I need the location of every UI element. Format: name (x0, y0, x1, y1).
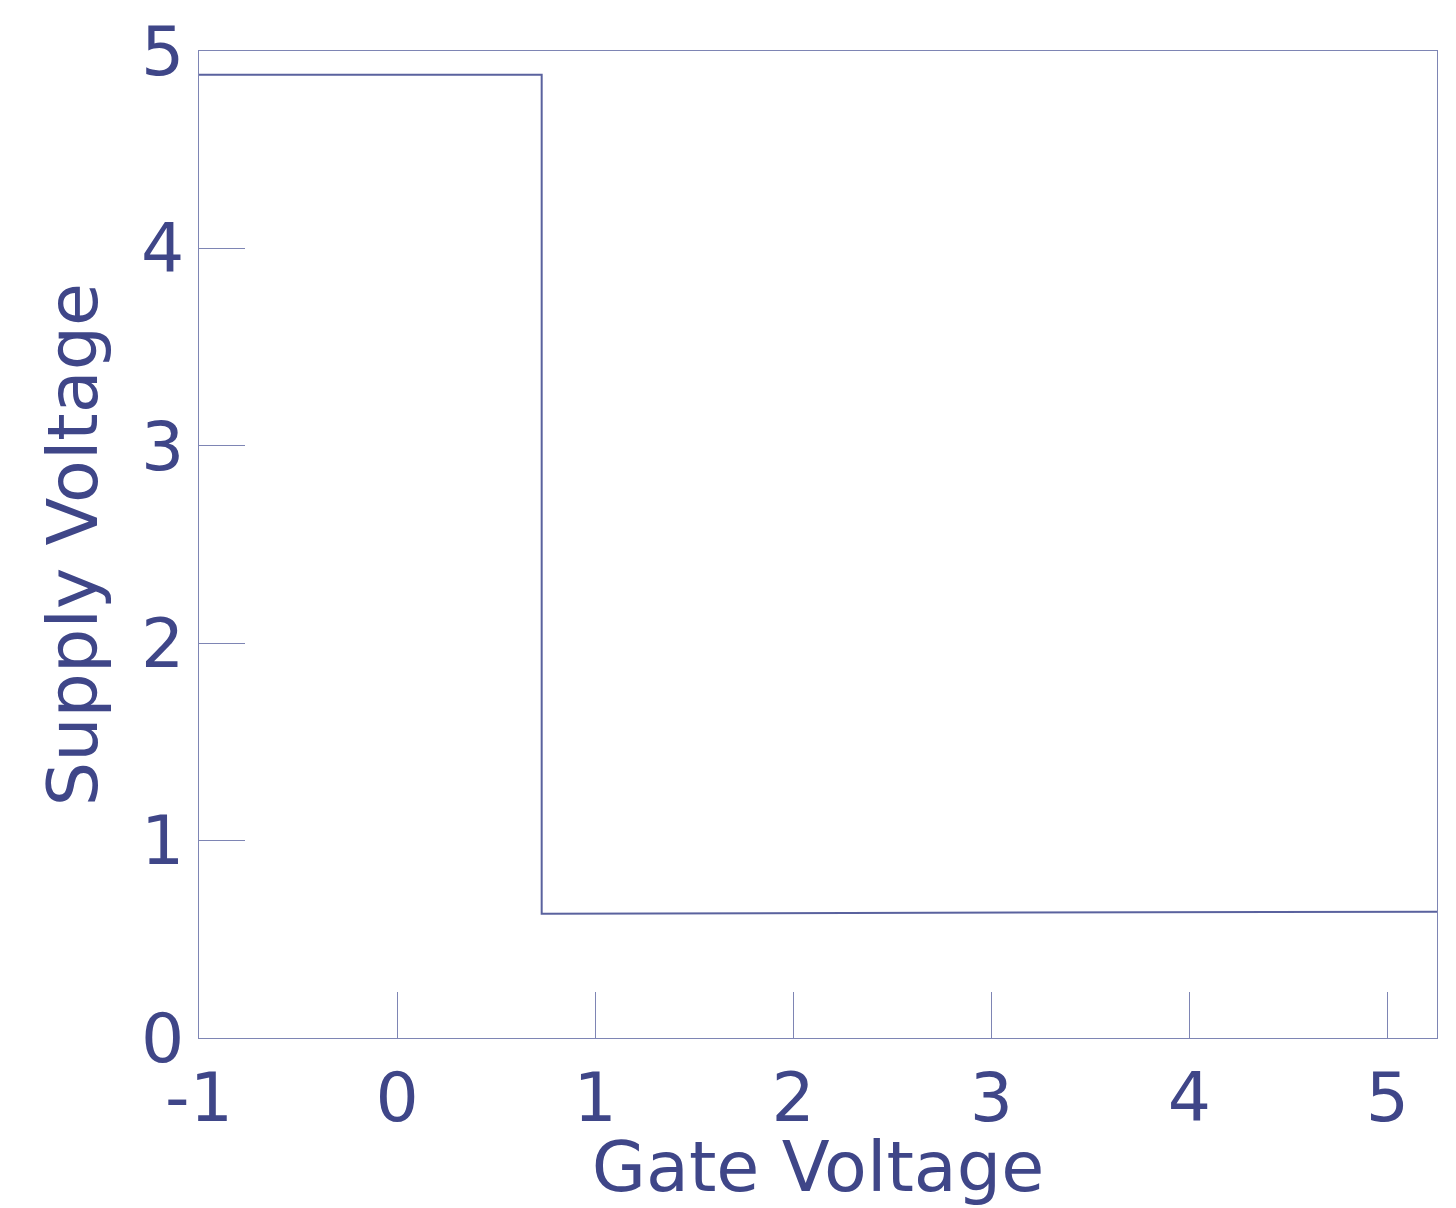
svg-text:0: 0 (375, 1058, 418, 1137)
svg-text:1: 1 (141, 801, 184, 880)
svg-text:5: 5 (141, 12, 184, 91)
svg-text:2: 2 (141, 604, 184, 683)
svg-text:Gate Voltage: Gate Voltage (592, 1126, 1044, 1208)
svg-text:-1: -1 (165, 1058, 233, 1137)
svg-text:3: 3 (970, 1058, 1013, 1137)
svg-text:4: 4 (1168, 1058, 1211, 1137)
svg-text:0: 0 (141, 999, 184, 1078)
svg-text:3: 3 (141, 407, 184, 486)
svg-text:Supply Voltage: Supply Voltage (32, 283, 114, 806)
svg-text:5: 5 (1366, 1058, 1409, 1137)
svg-text:1: 1 (574, 1058, 617, 1137)
svg-text:4: 4 (141, 209, 184, 288)
svg-text:2: 2 (772, 1058, 815, 1137)
